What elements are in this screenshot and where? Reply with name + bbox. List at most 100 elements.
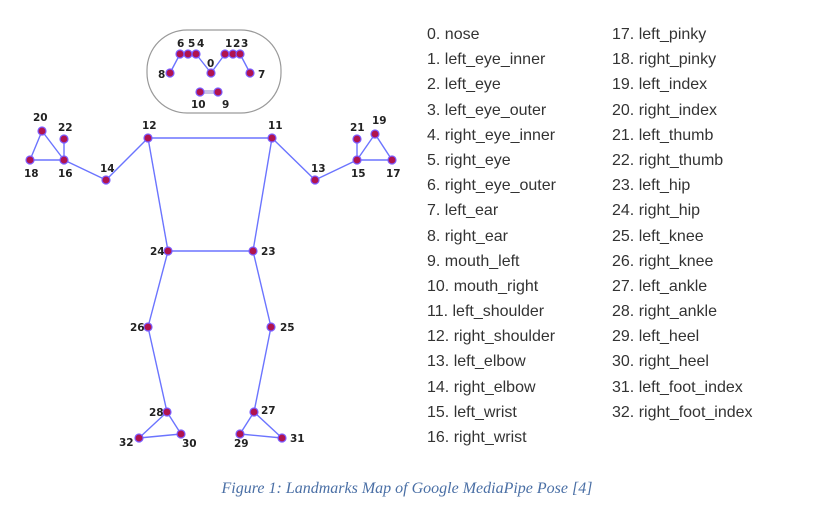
- landmark-label-10: 10: [191, 99, 206, 111]
- landmark-list-item: 19. left_index: [612, 76, 708, 94]
- landmark-label-1: 1: [225, 38, 232, 50]
- landmark-label-28: 28: [149, 407, 164, 419]
- landmark-list-item: 32. right_foot_index: [612, 403, 753, 421]
- landmark-point-28: [162, 407, 172, 417]
- edge-28-32: [138, 411, 168, 439]
- edge-24-26: [147, 250, 169, 328]
- landmark-list-item: 1. left_eye_inner: [427, 51, 546, 69]
- landmark-label-6: 6: [177, 38, 184, 50]
- landmark-list-column-2: 17. left_pinky 18. right_pinky 19. left_in…: [612, 22, 753, 425]
- landmark-label-26: 26: [130, 322, 145, 334]
- landmark-label-20: 20: [33, 112, 48, 124]
- landmark-label-31: 31: [290, 433, 305, 445]
- landmark-point-26: [143, 322, 153, 332]
- landmark-label-17: 17: [386, 168, 401, 180]
- landmark-list-item: 28. right_ankle: [612, 303, 717, 321]
- landmark-point-29: [235, 429, 245, 439]
- landmark-list-item: 29. left_heel: [612, 328, 700, 346]
- landmark-label-19: 19: [372, 115, 387, 127]
- landmark-label-18: 18: [24, 168, 39, 180]
- edge-15-19: [356, 133, 376, 161]
- landmark-point-9: [213, 87, 223, 97]
- landmark-point-19: [370, 129, 380, 139]
- edge-13-15: [314, 159, 358, 181]
- landmark-point-0: [206, 68, 216, 78]
- landmark-label-2: 2: [233, 38, 240, 50]
- landmark-point-1: [220, 49, 230, 59]
- landmark-list-item: 31. left_foot_index: [612, 378, 743, 396]
- landmark-point-15: [352, 155, 362, 165]
- landmark-label-30: 30: [182, 438, 197, 450]
- edge-11-23: [252, 137, 273, 252]
- landmark-point-31: [277, 433, 287, 443]
- landmark-list-item: 20. right_index: [612, 101, 717, 119]
- head-outline: [146, 29, 282, 114]
- landmark-list-item: 18. right_pinky: [612, 51, 717, 69]
- landmark-list-item: 14. right_elbow: [427, 378, 536, 396]
- landmark-point-6: [175, 49, 185, 59]
- landmark-list-item: 30. right_heel: [612, 353, 709, 371]
- landmark-point-8: [165, 68, 175, 78]
- landmark-label-0: 0: [207, 58, 214, 70]
- landmark-list-item: 21. left_thumb: [612, 126, 714, 144]
- landmark-list-item: 24. right_hip: [612, 202, 701, 220]
- landmark-label-8: 8: [158, 69, 165, 81]
- landmark-label-27: 27: [261, 405, 276, 417]
- landmark-list-item: 5. right_eye: [427, 151, 511, 169]
- landmark-point-20: [37, 126, 47, 136]
- landmark-label-3: 3: [241, 38, 248, 50]
- landmark-point-24: [163, 246, 173, 256]
- landmark-point-21: [352, 134, 362, 144]
- landmark-list-item: 9. mouth_left: [427, 252, 520, 270]
- landmark-list-item: 0. nose: [427, 26, 480, 43]
- landmark-list-item: 27. left_ankle: [612, 277, 708, 295]
- landmark-label-32: 32: [119, 437, 134, 449]
- landmark-label-5: 5: [188, 38, 195, 50]
- landmark-point-27: [249, 407, 259, 417]
- landmark-point-16: [59, 155, 69, 165]
- landmark-label-14: 14: [100, 163, 115, 175]
- edge-26-28: [147, 326, 168, 413]
- landmark-label-16: 16: [58, 168, 73, 180]
- landmark-label-9: 9: [222, 99, 229, 111]
- landmark-point-23: [248, 246, 258, 256]
- edge-12-24: [147, 137, 169, 252]
- landmark-label-22: 22: [58, 122, 73, 134]
- landmark-list-item: 17. left_pinky: [612, 26, 707, 43]
- landmark-points: [25, 49, 397, 443]
- landmark-point-5: [183, 49, 193, 59]
- landmark-list-item: 15. left_wrist: [427, 403, 517, 421]
- skeleton-edges: [29, 53, 393, 439]
- landmark-list-column-1: 0. nose 1. left_eye_inner 2. left_eye 3. le…: [427, 22, 556, 450]
- landmark-list-item: 12. right_shoulder: [427, 328, 556, 346]
- landmark-list-item: 8. right_ear: [427, 227, 508, 245]
- edge-27-31: [253, 411, 283, 439]
- landmark-label-25: 25: [280, 322, 295, 334]
- landmark-label-23: 23: [261, 246, 276, 258]
- landmark-label-4: 4: [197, 38, 204, 50]
- landmark-point-14: [101, 175, 111, 185]
- landmark-label-13: 13: [311, 163, 326, 175]
- figure-caption: Figure 1: Landmarks Map of Google MediaP…: [221, 480, 593, 497]
- landmark-label-24: 24: [150, 246, 165, 258]
- landmark-list-item: 4. right_eye_inner: [427, 126, 556, 144]
- edge-25-27: [253, 326, 272, 413]
- edge-30-32: [138, 433, 182, 439]
- edge-18-20: [29, 130, 43, 161]
- landmark-list-item: 6. right_eye_outer: [427, 177, 556, 195]
- landmark-list-item: 13. left_elbow: [427, 353, 526, 371]
- landmark-list-item: 10. mouth_right: [427, 277, 539, 295]
- landmark-label-11: 11: [268, 120, 283, 132]
- edge-12-14: [105, 137, 149, 181]
- landmark-list-item: 2. left_eye: [427, 76, 501, 94]
- landmark-list-item: 25. left_knee: [612, 227, 704, 245]
- landmark-label-29: 29: [234, 438, 249, 450]
- landmark-label-12: 12: [142, 120, 157, 132]
- landmark-point-11: [267, 133, 277, 143]
- landmark-point-12: [143, 133, 153, 143]
- landmark-list-item: 26. right_knee: [612, 252, 714, 270]
- landmark-point-18: [25, 155, 35, 165]
- landmark-point-4: [191, 49, 201, 59]
- landmark-list-item: 22. right_thumb: [612, 151, 724, 169]
